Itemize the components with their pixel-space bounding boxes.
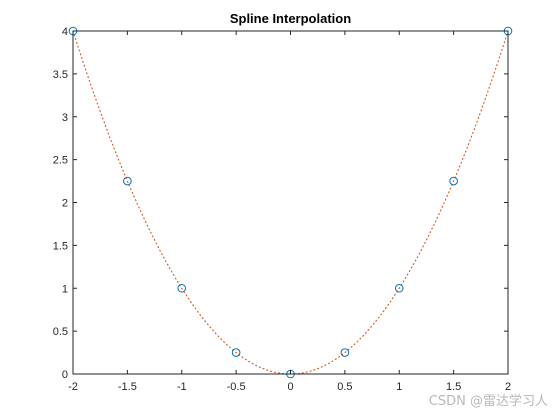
x-tick-label: 0.5 — [337, 381, 352, 393]
data-point-marker — [340, 348, 350, 357]
x-tick-label: -1 — [177, 381, 187, 393]
y-axis: 0 0.5 1 1.5 2 2.5 3 3.5 4 — [53, 26, 508, 381]
data-point-marker — [449, 176, 458, 186]
y-tick-label: 3.5 — [53, 69, 68, 81]
y-tick-label: 1 — [62, 283, 68, 295]
plot-area — [73, 31, 508, 374]
y-tick-label: 0 — [62, 369, 68, 381]
x-tick-label: 1 — [396, 381, 402, 393]
x-tick-label: 0 — [287, 381, 293, 393]
data-point-marker — [123, 176, 132, 186]
watermark: CSDN @雷达学习人 — [429, 393, 548, 409]
y-tick-label: 2.5 — [53, 155, 68, 167]
y-tick-label: 3 — [62, 112, 68, 124]
x-tick-label: 2 — [505, 381, 511, 393]
data-point-marker — [394, 283, 404, 293]
x-tick-label: 1.5 — [446, 381, 461, 393]
y-tick-label: 1.5 — [53, 240, 68, 252]
y-tick-label: 2 — [62, 198, 68, 210]
chart-title: Spline Interpolation — [230, 11, 351, 26]
x-tick-label: -1.5 — [118, 381, 137, 393]
x-axis: -2 -1.5 -1 -0.5 0 0.5 1 1.5 2 — [68, 31, 511, 393]
x-tick-label: -0.5 — [227, 381, 246, 393]
y-tick-label: 4 — [62, 26, 68, 38]
data-point-marker — [231, 348, 241, 357]
x-tick-label: -2 — [68, 381, 78, 393]
y-tick-label: 0.5 — [53, 326, 68, 338]
data-point-marker — [177, 283, 187, 293]
